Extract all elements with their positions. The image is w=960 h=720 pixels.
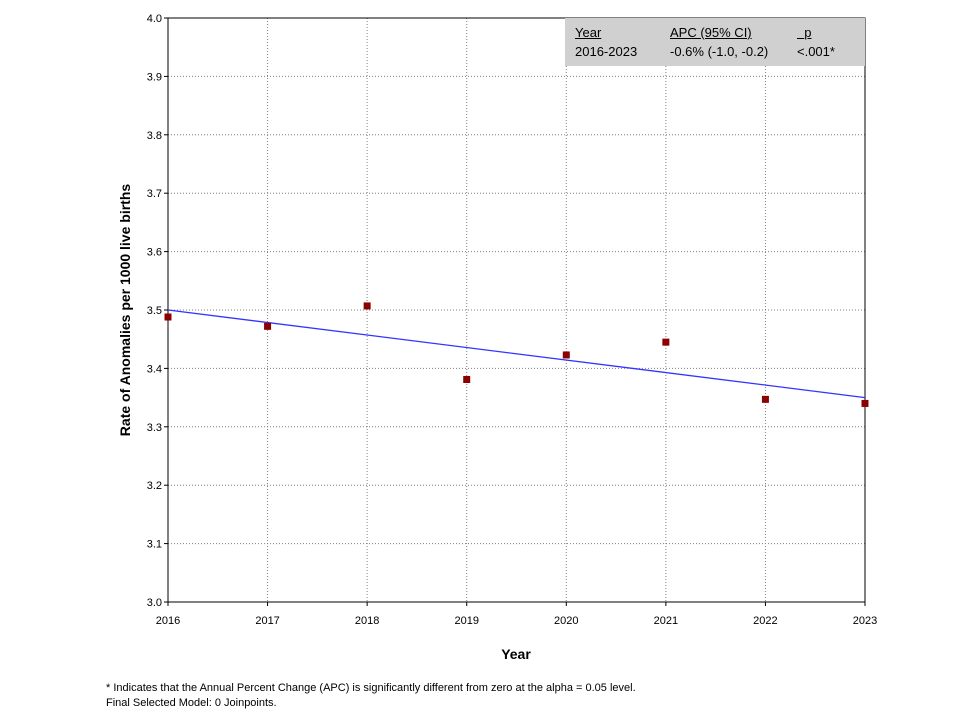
y-tick-label: 3.4 — [147, 363, 162, 375]
x-tick-label: 2019 — [454, 615, 478, 627]
grid-lines — [168, 18, 865, 602]
fit-line-layer — [167, 309, 866, 399]
x-tick-label: 2021 — [654, 615, 678, 627]
x-tick-label: 2020 — [554, 615, 578, 627]
data-point — [562, 351, 570, 359]
data-point — [164, 313, 172, 321]
x-tick-label: 2017 — [255, 615, 279, 627]
apc-header-apc: APC (95% CI) — [670, 25, 752, 40]
data-point — [662, 338, 670, 346]
footnote-model: Final Selected Model: 0 Joinpoints. — [106, 697, 277, 709]
y-tick-label: 3.1 — [147, 539, 162, 551]
data-point — [861, 399, 869, 407]
fit-line — [167, 309, 866, 399]
apc-row-year: 2016-2023 — [575, 44, 638, 59]
data-point — [264, 322, 272, 330]
y-tick-label: 3.3 — [147, 422, 162, 434]
footnote-significance: * Indicates that the Annual Percent Chan… — [106, 682, 636, 694]
apc-row-apc: -0.6% (-1.0, -0.2) — [670, 44, 769, 59]
y-tick-label: 3.6 — [147, 247, 162, 259]
y-tick-label: 3.0 — [147, 597, 162, 609]
apc-summary-table: Year APC (95% CI) p 2016-2023 -0.6% (-1.… — [565, 18, 865, 66]
apc-header-year: Year — [575, 25, 602, 40]
x-tick-label: 2023 — [853, 615, 877, 627]
x-axis-ticks: 2016 2017 2018 2019 2020 2021 2022 2023 — [156, 602, 877, 627]
y-tick-label: 3.7 — [147, 188, 162, 200]
x-tick-label: 2018 — [355, 615, 379, 627]
y-tick-label: 3.5 — [147, 305, 162, 317]
y-tick-label: 4.0 — [147, 13, 162, 25]
apc-row-p: <.001* — [797, 44, 835, 59]
data-point — [363, 302, 371, 310]
y-axis-title: Rate of Anomalies per 1000 live births — [117, 184, 133, 437]
data-point — [463, 375, 471, 383]
data-point — [761, 395, 769, 403]
x-tick-label: 2016 — [156, 615, 180, 627]
y-axis-ticks: 3.0 3.1 3.2 3.3 3.4 3.5 3.6 3.7 3.8 3.9 4.0 — [147, 13, 168, 609]
x-tick-label: 2022 — [753, 615, 777, 627]
y-tick-label: 3.9 — [147, 71, 162, 83]
apc-header-p: p — [797, 25, 811, 40]
apc-header-p-label: p — [804, 25, 812, 40]
x-axis-title: Year — [501, 646, 531, 662]
data-points — [164, 302, 869, 407]
y-tick-label: 3.8 — [147, 130, 162, 142]
y-tick-label: 3.2 — [147, 480, 162, 492]
